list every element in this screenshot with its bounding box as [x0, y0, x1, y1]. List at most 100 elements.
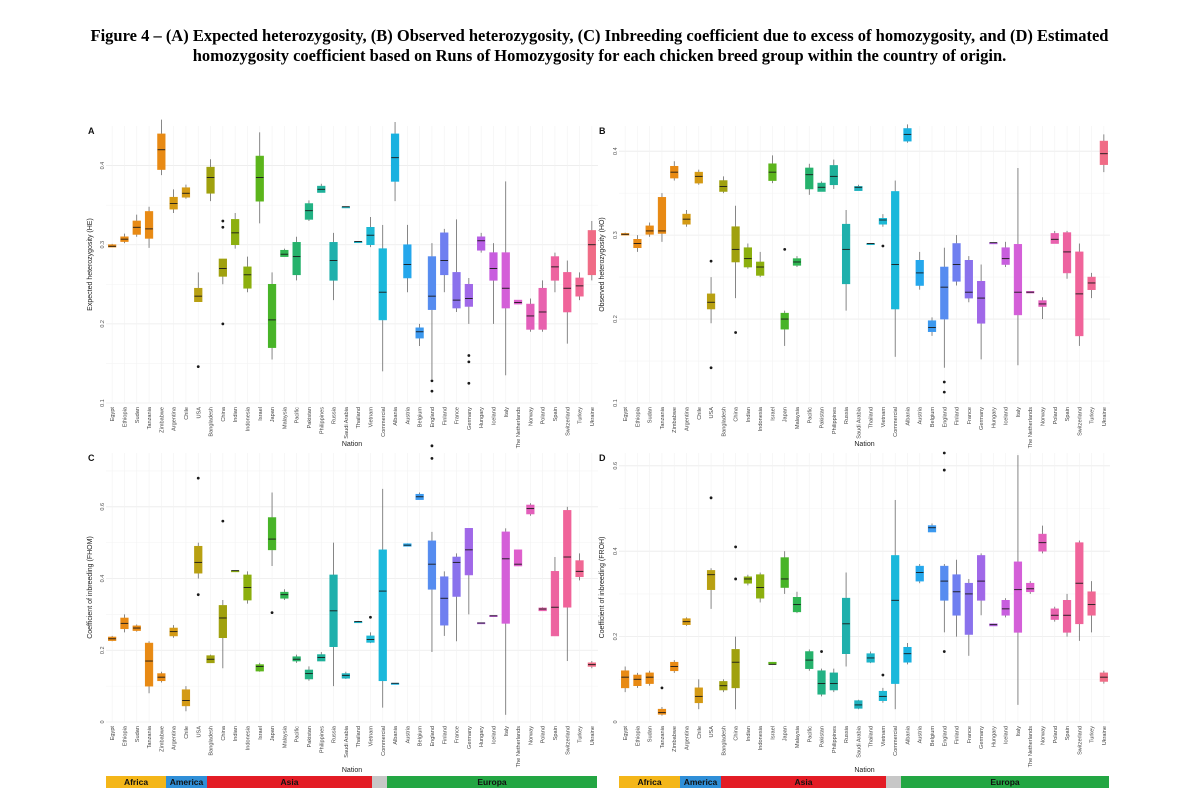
x-tick-label: Pakistan	[820, 407, 826, 428]
outlier-point	[430, 444, 434, 448]
x-tick-label: Philippines	[832, 407, 838, 434]
x-tick-label: Indian	[233, 726, 239, 741]
x-tick-label: Zimbabwe	[672, 407, 678, 433]
x-tick-label: Italy	[1016, 407, 1022, 417]
x-tick-label: Pacific	[295, 407, 301, 424]
box-iceland	[489, 243, 498, 324]
caption-line-2: homozygosity coefficient based on Runs o…	[192, 46, 1007, 65]
box-israel	[768, 661, 777, 665]
box-bangladesh	[206, 159, 215, 202]
x-tick-label: England	[942, 407, 948, 428]
region-segment	[680, 776, 721, 788]
box-turkey	[1087, 272, 1096, 299]
x-tick-label: Vietnam	[881, 407, 887, 428]
box-china	[731, 545, 740, 710]
box-commercial	[891, 499, 900, 710]
x-tick-label: The Netherlands	[516, 407, 522, 449]
box-belgium	[415, 492, 424, 500]
box-iqr	[575, 560, 584, 578]
box-iqr	[829, 165, 838, 186]
box-hungary	[477, 622, 486, 625]
box-hungary	[477, 232, 486, 253]
box-iqr	[181, 187, 191, 198]
box-iqr	[841, 223, 851, 285]
region-segment	[207, 776, 372, 788]
outlier-point	[783, 247, 787, 251]
box-zimbabwe	[157, 671, 166, 683]
x-tick-label: Commercial	[893, 726, 899, 756]
box-germany	[977, 264, 986, 360]
x-tick-label: Saudi Arabia	[344, 406, 350, 439]
x-tick-label: Hungary	[991, 407, 997, 428]
x-tick-label: Vietnam	[881, 726, 887, 747]
box-ukraine	[1099, 134, 1108, 173]
x-tick-label: Philippines	[319, 726, 325, 753]
y-tick-label: 0	[613, 720, 619, 723]
x-tick-label: Indian	[233, 407, 239, 422]
box-iqr	[706, 570, 716, 590]
box-pakistan	[817, 181, 826, 192]
y-tick-label: 0.3	[100, 241, 106, 249]
outlier-point	[942, 451, 946, 455]
box-iqr	[964, 260, 973, 299]
x-tick-label: Indonesia	[245, 725, 251, 750]
box-the-netherlands	[1026, 291, 1035, 294]
box-commercial	[891, 180, 900, 357]
outlier-point	[734, 331, 738, 334]
box-saudi-arabia	[854, 184, 863, 191]
box-iqr	[829, 672, 838, 691]
box-indian	[231, 570, 240, 573]
box-iqr	[780, 557, 789, 588]
box-iqr	[903, 646, 912, 663]
x-tick-label: Belgium	[418, 726, 424, 747]
region-label-asia: Asia	[795, 777, 813, 787]
box-bangladesh	[719, 679, 728, 693]
x-tick-label: Bangladesh	[721, 407, 727, 437]
region-label-america: America	[684, 777, 718, 787]
box-iqr	[452, 272, 461, 309]
box-iqr	[891, 555, 900, 684]
box-malaysia	[280, 248, 289, 257]
region-bar-c: Africa America Asia Europa	[106, 776, 597, 788]
box-japan	[780, 551, 789, 594]
x-tick-label: Norway	[528, 407, 534, 426]
box-iqr	[587, 230, 596, 276]
box-austria	[403, 224, 412, 293]
plot-area	[106, 126, 598, 403]
box-tanzania	[657, 686, 667, 716]
outlier-point	[734, 545, 738, 549]
box-philippines	[829, 159, 838, 189]
x-tick-label: Egypt	[110, 407, 116, 422]
outlier-point	[270, 611, 274, 615]
x-tick-label: USA	[709, 726, 715, 738]
box-argentina	[169, 189, 178, 214]
box-iqr	[526, 504, 535, 515]
box-sudan	[132, 624, 141, 632]
box-usa	[706, 259, 716, 370]
y-tick-label: 0.1	[613, 399, 619, 407]
box-turkey	[575, 553, 584, 581]
box-iqr	[144, 211, 154, 239]
box-egypt	[621, 666, 630, 693]
y-tick-label: 0.4	[613, 547, 619, 555]
x-tick-label: Poland	[1053, 726, 1059, 743]
y-tick-label: 0.2	[613, 315, 619, 323]
x-tick-label: Iceland	[1004, 407, 1010, 425]
x-tick-label: England	[430, 407, 436, 428]
box-iqr	[366, 227, 375, 246]
box-iqr	[181, 689, 191, 707]
box-egypt	[108, 635, 117, 642]
x-tick-label: China	[734, 725, 740, 741]
box-spain	[1062, 230, 1072, 279]
outlier-point	[881, 673, 885, 677]
box-austria	[915, 251, 924, 290]
box-ethiopia	[633, 235, 642, 252]
x-tick-label: Sudan	[648, 407, 654, 423]
x-tick-label: Germany	[467, 407, 473, 430]
region-label-america: America	[170, 777, 204, 787]
box-tanzania	[144, 641, 154, 694]
x-tick-label: Israel	[770, 407, 776, 421]
box-russia	[841, 209, 851, 311]
x-tick-label: Thailand	[869, 407, 875, 428]
box-thailand	[354, 241, 363, 244]
